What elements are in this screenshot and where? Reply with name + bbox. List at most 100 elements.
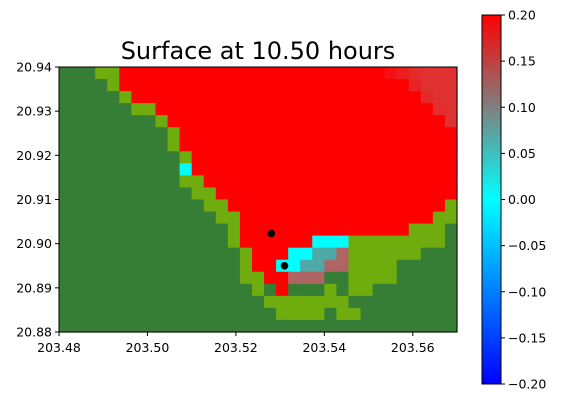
heatmap-cell <box>372 103 386 116</box>
heatmap-cell <box>288 235 301 249</box>
heatmap-cell <box>288 247 301 261</box>
heatmap-cell <box>155 79 169 92</box>
heatmap-cell <box>191 247 205 261</box>
heatmap-cell <box>107 307 120 321</box>
heatmap-cell <box>143 199 157 213</box>
heatmap-cell <box>264 127 277 140</box>
heatmap-cell <box>408 115 422 128</box>
heatmap-cell <box>432 247 446 261</box>
heatmap-cell <box>59 67 72 80</box>
heatmap-cell <box>372 247 386 261</box>
heatmap-cell <box>324 103 337 116</box>
heatmap-cell <box>227 283 241 297</box>
heatmap-cell <box>336 259 350 273</box>
heatmap-cell <box>179 139 193 152</box>
heatmap-cell <box>384 163 398 177</box>
heatmap-cell <box>408 103 422 116</box>
heatmap-cell <box>227 91 241 104</box>
heatmap-cell <box>348 139 362 152</box>
heatmap-cell <box>83 79 96 92</box>
heatmap-cell <box>324 283 337 297</box>
heatmap-cell <box>83 235 96 249</box>
heatmap-cell <box>83 271 96 285</box>
heatmap-cell <box>107 283 120 297</box>
heatmap-cell <box>348 79 362 92</box>
heatmap-cell <box>215 235 229 249</box>
heatmap-cell <box>264 187 277 201</box>
heatmap-cell <box>432 307 446 321</box>
heatmap-cell <box>324 211 337 225</box>
heatmap-cell <box>336 199 350 213</box>
heatmap-cell <box>348 163 362 177</box>
heatmap-cell <box>251 175 265 189</box>
heatmap-cell <box>179 163 193 177</box>
heatmap-cell <box>71 235 84 249</box>
colorbar-tick-label: 0.10 <box>508 100 536 115</box>
heatmap-cell <box>83 139 96 152</box>
heatmap-cell <box>143 259 157 273</box>
heatmap-cell <box>215 139 229 152</box>
heatmap-cell <box>239 307 253 321</box>
heatmap-cell <box>420 295 434 309</box>
heatmap-cell <box>59 223 72 237</box>
heatmap-cell <box>251 79 265 92</box>
heatmap-cell <box>59 271 72 285</box>
heatmap-cell <box>107 151 120 164</box>
heatmap-cell <box>348 283 362 297</box>
heatmap-cell <box>324 319 337 333</box>
heatmap-cell <box>264 235 277 249</box>
heatmap-cell <box>276 163 289 177</box>
heatmap-cell <box>203 271 217 285</box>
heatmap-cell <box>348 307 362 321</box>
heatmap-cell <box>167 235 181 249</box>
heatmap-cell <box>372 163 386 177</box>
heatmap-cell <box>239 67 253 80</box>
heatmap-cell <box>167 139 181 152</box>
heatmap-cell <box>312 127 325 140</box>
heatmap-cell <box>119 139 132 152</box>
heatmap-cell <box>420 187 434 201</box>
heatmap-cell <box>300 151 313 164</box>
heatmap-cell <box>107 67 120 80</box>
heatmap-cell <box>324 139 337 152</box>
heatmap-cell <box>384 79 398 92</box>
heatmap-cell <box>227 127 241 140</box>
heatmap-cell <box>95 259 108 273</box>
heatmap-cell <box>408 247 422 261</box>
heatmap-cell <box>155 247 169 261</box>
heatmap-cell <box>131 175 145 189</box>
heatmap-cell <box>59 259 72 273</box>
colorbar-ticks: 0.20 0.15 0.10 0.05 0.00 −0.05 −0.10 −0.15 −0.20 <box>501 8 546 392</box>
heatmap-cell <box>203 139 217 152</box>
heatmap-cell <box>264 319 277 333</box>
heatmap-cell <box>155 91 169 104</box>
heatmap-cell <box>107 79 120 92</box>
heatmap-cell <box>131 79 145 92</box>
heatmap-cell <box>288 283 301 297</box>
heatmap-cell <box>71 127 84 140</box>
heatmap-cell <box>288 187 301 201</box>
heatmap-cell <box>71 103 84 116</box>
heatmap-cell <box>191 91 205 104</box>
heatmap-cell <box>396 151 410 164</box>
heatmap-cell <box>179 199 193 213</box>
heatmap-cell <box>420 67 434 80</box>
heatmap-cell <box>203 175 217 189</box>
heatmap-cell <box>251 151 265 164</box>
heatmap-cell <box>191 319 205 333</box>
heatmap-cell <box>276 211 289 225</box>
heatmap-cell <box>348 187 362 201</box>
heatmap-cell <box>432 283 446 297</box>
heatmap-cell <box>239 295 253 309</box>
heatmap-cell <box>264 307 277 321</box>
heatmap-cell <box>288 139 301 152</box>
heatmap-cell <box>143 223 157 237</box>
heatmap-cell <box>408 199 422 213</box>
heatmap-cell <box>71 115 84 128</box>
heatmap-cell <box>131 139 145 152</box>
heatmap-cell <box>191 211 205 225</box>
heatmap-cell <box>179 175 193 189</box>
marker-point <box>280 262 289 270</box>
heatmap-cell <box>384 211 398 225</box>
heatmap-cell <box>336 223 350 237</box>
